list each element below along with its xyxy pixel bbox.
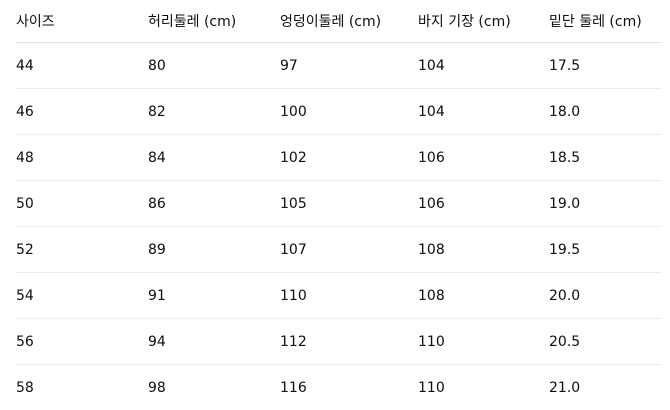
table-cell: 50 bbox=[16, 181, 148, 227]
table-cell: 82 bbox=[148, 89, 280, 135]
table-cell: 100 bbox=[280, 89, 418, 135]
table-cell: 84 bbox=[148, 135, 280, 181]
table-cell: 94 bbox=[148, 319, 280, 365]
table-cell: 19.5 bbox=[549, 227, 662, 273]
table-cell: 112 bbox=[280, 319, 418, 365]
table-cell: 110 bbox=[418, 319, 549, 365]
table-cell: 44 bbox=[16, 43, 148, 89]
table-cell: 46 bbox=[16, 89, 148, 135]
table-cell: 106 bbox=[418, 135, 549, 181]
table-cell: 104 bbox=[418, 43, 549, 89]
table-cell: 107 bbox=[280, 227, 418, 273]
table-cell: 21.0 bbox=[549, 365, 662, 410]
table-cell: 86 bbox=[148, 181, 280, 227]
table-cell: 20.5 bbox=[549, 319, 662, 365]
table-cell: 106 bbox=[418, 181, 549, 227]
table-cell: 18.0 bbox=[549, 89, 662, 135]
table-cell: 19.0 bbox=[549, 181, 662, 227]
table-cell: 104 bbox=[418, 89, 549, 135]
column-header: 밑단 둘레 (cm) bbox=[549, 0, 662, 43]
table-cell: 108 bbox=[418, 227, 549, 273]
table-cell: 102 bbox=[280, 135, 418, 181]
table-cell: 48 bbox=[16, 135, 148, 181]
table-cell: 98 bbox=[148, 365, 280, 410]
table-cell: 54 bbox=[16, 273, 148, 319]
table-cell: 52 bbox=[16, 227, 148, 273]
table-cell: 110 bbox=[418, 365, 549, 410]
table-cell: 80 bbox=[148, 43, 280, 89]
table-cell: 105 bbox=[280, 181, 418, 227]
table-cell: 56 bbox=[16, 319, 148, 365]
table-cell: 97 bbox=[280, 43, 418, 89]
column-header: 바지 기장 (cm) bbox=[418, 0, 549, 43]
table-cell: 108 bbox=[418, 273, 549, 319]
table-cell: 17.5 bbox=[549, 43, 662, 89]
table-cell: 89 bbox=[148, 227, 280, 273]
table-cell: 91 bbox=[148, 273, 280, 319]
table-cell: 20.0 bbox=[549, 273, 662, 319]
table-cell: 18.5 bbox=[549, 135, 662, 181]
table-cell: 58 bbox=[16, 365, 148, 410]
column-header: 엉덩이둘레 (cm) bbox=[280, 0, 418, 43]
column-header: 허리둘레 (cm) bbox=[148, 0, 280, 43]
table-cell: 116 bbox=[280, 365, 418, 410]
table-cell: 110 bbox=[280, 273, 418, 319]
column-header: 사이즈 bbox=[16, 0, 148, 43]
